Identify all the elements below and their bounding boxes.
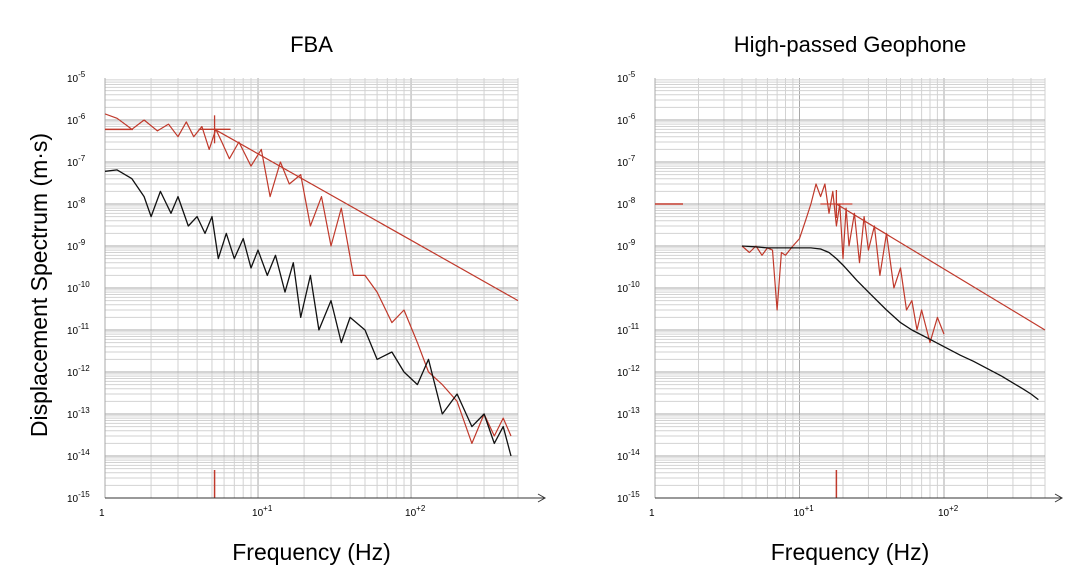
series-line-2 [214, 128, 519, 302]
y-tick-label: 10-8 [617, 196, 636, 211]
series-line-2 [836, 203, 1046, 331]
axes [105, 493, 547, 503]
grid [104, 78, 519, 499]
y-tick-label: 10-10 [67, 280, 90, 295]
y-tick-label: 10-12 [67, 364, 90, 379]
y-tick-label: 10-13 [617, 406, 640, 421]
y-tick-label: 10-14 [67, 448, 90, 463]
y-tick-label: 10-15 [67, 490, 90, 505]
x-axis-arrow [1054, 493, 1064, 503]
y-tick-label: 10-11 [617, 322, 640, 337]
axes [655, 493, 1064, 503]
chart-title: FBA [290, 32, 333, 57]
series-group [105, 113, 519, 457]
x-tick-label: 10+1 [793, 504, 814, 519]
y-tick-label: 10-12 [617, 364, 640, 379]
x-axis-label: Frequency (Hz) [232, 539, 390, 565]
y-tick-label: 10-14 [617, 448, 640, 463]
series-line-1 [105, 169, 512, 457]
x-axis-arrow [537, 493, 547, 503]
x-axis-label: Frequency (Hz) [771, 539, 929, 565]
series-line-1 [741, 245, 1039, 401]
y-tick-label: 10-5 [617, 70, 636, 85]
shared-y-axis-label: Displacement Spectrum (m·s) [26, 133, 52, 437]
y-tick-label: 10-6 [67, 112, 86, 127]
y-tick-label: 10-5 [67, 70, 86, 85]
y-tick-label: 10-7 [617, 154, 636, 169]
corner-frequency-marker [820, 190, 853, 218]
x-tick-label: 1 [99, 508, 105, 519]
y-tick-label: 10-10 [617, 280, 640, 295]
y-tick-label: 10-7 [67, 154, 86, 169]
y-tick-label: 10-8 [67, 196, 86, 211]
chart-fba: FBA 1 10+1 10+2 10-5 10-6 10-7 10-8 10-9 10-10 10-… [67, 32, 547, 565]
y-tick-label: 10-9 [617, 238, 636, 253]
y-tick-label: 10-13 [67, 406, 90, 421]
y-tick-label: 10-9 [67, 238, 86, 253]
corner-frequency-marker [198, 115, 231, 144]
chart-high-passed-geophone: High-passed Geophone 1 10+1 10+2 10-5 10-6 10-… [617, 32, 1064, 565]
x-tick-label: 10+2 [405, 504, 426, 519]
x-tick-label: 10+1 [252, 504, 273, 519]
x-tick-label: 10+2 [938, 504, 959, 519]
chart-title: High-passed Geophone [734, 32, 966, 57]
y-tick-label: 10-11 [67, 322, 90, 337]
y-tick-label: 10-15 [617, 490, 640, 505]
y-tick-label: 10-6 [617, 112, 636, 127]
grid [654, 78, 1046, 499]
series-line-0 [105, 113, 512, 444]
x-tick-label: 1 [649, 508, 655, 519]
